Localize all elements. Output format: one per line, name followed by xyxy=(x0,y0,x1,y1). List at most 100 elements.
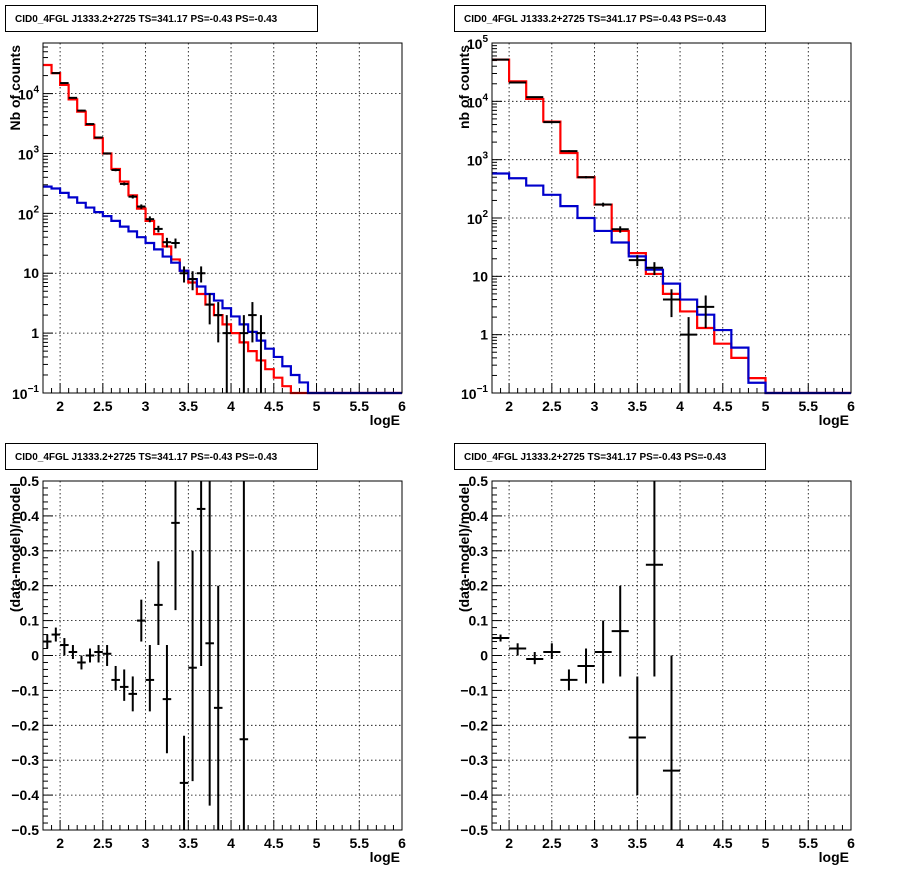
y-tick-label: 0.5 xyxy=(20,473,40,489)
y-axis-label: nb of counts xyxy=(456,45,472,129)
y-tick-label: 10 xyxy=(472,268,488,284)
data-point xyxy=(594,620,612,684)
data-point xyxy=(60,82,69,85)
data-point xyxy=(137,599,146,642)
y-tick-label: 0.3 xyxy=(469,543,489,559)
x-tick-label: 2 xyxy=(505,398,513,414)
data-point xyxy=(188,550,197,782)
data-point xyxy=(94,136,103,139)
data-point xyxy=(543,121,561,124)
chart-title: CID0_4FGL J1333.2+2725 TS=341.17 PS=-0.4… xyxy=(15,452,278,463)
y-tick-label: 0 xyxy=(480,648,488,664)
data-point xyxy=(256,315,266,393)
data-point xyxy=(509,81,527,84)
data-point xyxy=(205,293,214,325)
data-point xyxy=(611,585,629,677)
data-point xyxy=(628,676,646,796)
y-tick-label: −0.2 xyxy=(460,717,488,733)
x-tick-label: 3 xyxy=(591,835,599,851)
data-point xyxy=(560,150,578,153)
y-tick-label: −0.2 xyxy=(11,717,39,733)
chart-panel-3: 2 2.5 3 3.5 4 4.5 5 5.5 6 −0.5 −0.4 −0.3 −0.2 −0.1 0 0.… xyxy=(7,473,406,865)
data-point xyxy=(213,585,223,830)
data-point xyxy=(60,638,69,656)
y-tick-label: 104 xyxy=(467,92,489,110)
data-point xyxy=(248,302,257,343)
x-tick-label: 2.5 xyxy=(93,398,113,414)
x-tick-label: 4 xyxy=(227,835,235,851)
series-line-2 xyxy=(43,185,402,395)
y-tick-label: −0.3 xyxy=(460,752,488,768)
data-point xyxy=(645,262,663,276)
chart-title: CID0_4FGL J1333.2+2725 TS=341.17 PS=-0.4… xyxy=(15,14,278,25)
data-point xyxy=(43,634,52,649)
x-tick-label: 4 xyxy=(676,835,684,851)
data-point xyxy=(611,226,629,233)
y-tick-label: 1 xyxy=(480,327,488,343)
x-tick-label: 4 xyxy=(227,398,235,414)
x-tick-label: 4.5 xyxy=(264,835,284,851)
y-tick-label: −0.1 xyxy=(11,682,39,698)
data-point xyxy=(179,735,189,830)
data-point xyxy=(662,289,681,318)
plot-frame xyxy=(491,480,852,831)
chart-title: CID0_4FGL J1333.2+2725 TS=341.17 PS=-0.4… xyxy=(464,14,727,25)
x-tick-label: 5 xyxy=(762,398,770,414)
x-tick-label: 3 xyxy=(142,835,150,851)
data-point xyxy=(222,315,232,393)
data-point xyxy=(119,669,129,701)
x-axis-label: logE xyxy=(370,849,400,865)
data-point xyxy=(594,202,612,207)
data-point xyxy=(128,194,138,199)
y-tick-label: 0.4 xyxy=(469,508,489,524)
data-point xyxy=(85,648,95,663)
series-line-1 xyxy=(43,63,402,395)
x-tick-label: 6 xyxy=(398,835,406,851)
chart-panel-4: 2 2.5 3 3.5 4 4.5 5 5.5 6 −0.5 −0.4 −0.3 −0.2 −0.1 0 0.… xyxy=(456,473,855,865)
x-tick-label: 5 xyxy=(762,835,770,851)
data-point xyxy=(205,481,214,806)
data-point xyxy=(102,152,112,155)
data-point xyxy=(51,72,61,75)
y-tick-label: 0.5 xyxy=(469,473,489,489)
x-tick-label: 2.5 xyxy=(542,398,562,414)
x-tick-label: 2 xyxy=(505,835,513,851)
y-tick-label: 103 xyxy=(467,151,489,169)
x-tick-label: 2.5 xyxy=(542,835,562,851)
title-box-bottom-right: CID0_4FGL J1333.2+2725 TS=341.17 PS=-0.4… xyxy=(454,443,766,470)
data-point xyxy=(196,266,206,283)
y-tick-label: −0.4 xyxy=(460,787,488,803)
x-axis-label: logE xyxy=(819,412,849,428)
data-point xyxy=(188,271,197,291)
x-axis-label: logE xyxy=(819,849,849,865)
data-point xyxy=(154,225,163,233)
data-point xyxy=(137,204,146,209)
data-point xyxy=(68,96,78,99)
data-point xyxy=(492,634,510,642)
series-line-2 xyxy=(492,172,851,395)
data-point xyxy=(697,295,715,329)
data-point xyxy=(102,645,112,666)
data-point xyxy=(526,96,544,99)
data-point xyxy=(662,655,681,830)
y-tick-label: −0.5 xyxy=(460,822,488,838)
y-tick-label: 102 xyxy=(467,209,489,227)
x-tick-label: 5.5 xyxy=(350,835,370,851)
data-point xyxy=(680,317,698,393)
y-tick-label: −0.4 xyxy=(11,787,39,803)
y-tick-label: 10−1 xyxy=(12,384,39,402)
x-tick-label: 4.5 xyxy=(713,835,733,851)
series-line-1 xyxy=(492,58,851,395)
data-point xyxy=(239,315,249,393)
y-axis-label: Nb of counts xyxy=(7,45,23,131)
data-point xyxy=(179,266,189,283)
y-tick-label: 0.2 xyxy=(469,578,489,594)
data-point xyxy=(543,643,561,659)
x-tick-label: 4.5 xyxy=(713,398,733,414)
x-tick-label: 2.5 xyxy=(93,835,113,851)
y-tick-label: 10 xyxy=(23,265,39,281)
x-tick-label: 4.5 xyxy=(264,398,284,414)
data-point xyxy=(509,643,527,656)
x-tick-label: 2 xyxy=(56,835,64,851)
